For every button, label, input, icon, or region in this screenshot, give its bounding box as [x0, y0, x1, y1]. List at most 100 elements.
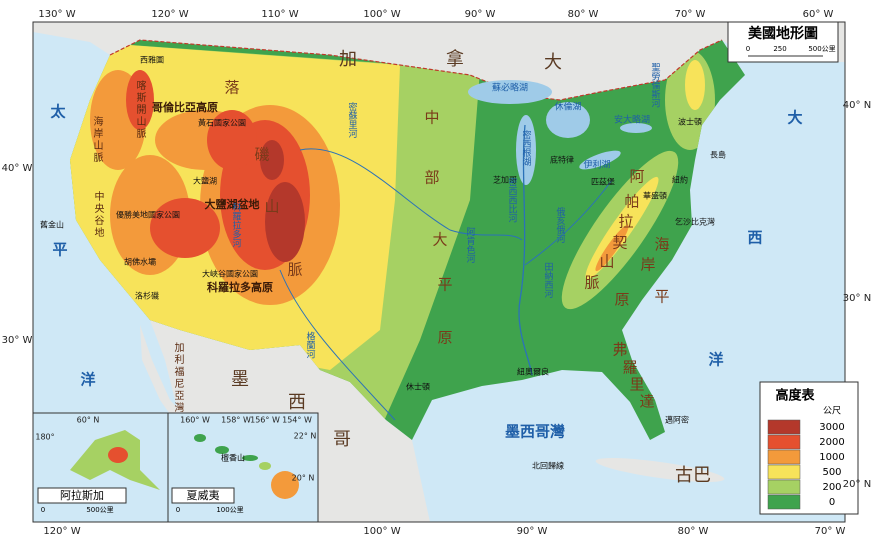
grid-label: 160° W [180, 416, 210, 425]
grid-label: 100° W [363, 526, 400, 537]
lake [516, 115, 536, 185]
terrain-2000 [108, 447, 128, 463]
map-label: 西 [747, 229, 762, 247]
map-label: 拿 [446, 48, 464, 70]
map-label: 乞沙比克灣 [675, 217, 715, 227]
map-label: 北回歸線 [532, 461, 564, 471]
hawaii-inset: 夏威夷 檀香山 160° W 158° W 156° W 154° W 22° … [167, 412, 319, 523]
map-label: 山 [599, 253, 614, 271]
river [299, 148, 523, 241]
grid-label: 100° W [363, 9, 400, 20]
map-label: 科羅拉多河 [231, 201, 242, 247]
map-label: 胡佛水壩 [124, 257, 156, 267]
island [215, 446, 229, 454]
map-label: 大 [787, 109, 802, 127]
place-label: 檀香山 [221, 453, 245, 463]
map-label: 波士頓 [678, 117, 702, 127]
map-label: 安大略湖 [614, 114, 650, 126]
map-label: 阿肯色河 [465, 227, 476, 263]
terrain-3000 [260, 140, 284, 180]
grid-label: 90° W [465, 9, 496, 20]
map-label: 蘇必略湖 [492, 82, 528, 94]
map-label: 科羅拉多高原 [207, 280, 273, 294]
map-label: 契 [612, 234, 627, 252]
grid-label: 40° N [843, 100, 871, 111]
map-label: 脈 [287, 261, 302, 279]
map-label: 古巴 [675, 465, 711, 486]
map-label: 達 [639, 393, 654, 411]
canada [33, 22, 845, 100]
map-label: 華盛頓 [643, 191, 667, 201]
map-label: 加利福尼亞灣 [172, 342, 184, 414]
map-frame [32, 21, 846, 523]
grid-label: 20° N [843, 479, 871, 490]
grid-label: 30° W [2, 335, 33, 346]
map-label: 西 [288, 392, 306, 413]
scale-label: 500公里 [86, 506, 113, 514]
map-label: 墨 [231, 369, 249, 390]
legend-unit: 公尺 [823, 406, 841, 417]
map-label: 哥倫比亞高原 [152, 100, 218, 114]
map-label: 休倫湖 [554, 101, 581, 113]
map-label: 中 [424, 109, 439, 127]
map-label: 平 [654, 288, 669, 306]
terrain-2000 [150, 198, 220, 258]
map-label: 磯 [254, 146, 269, 164]
lake [546, 102, 590, 138]
map-title: 美國地形圖 [748, 25, 818, 42]
map-label: 紐約 [672, 175, 688, 185]
legend-label: 2000 [819, 437, 844, 448]
map-label: 大峽谷國家公園 [202, 269, 258, 279]
map-label: 弗 [612, 341, 627, 359]
lake [468, 80, 552, 104]
map-label: 密西根湖 [521, 129, 532, 167]
terrain-2000 [126, 70, 154, 130]
map-label: 部 [424, 169, 439, 187]
map-label: 平 [52, 241, 67, 259]
map-label: 大 [544, 52, 562, 73]
map-label: 洋 [80, 371, 95, 389]
legend-label: 1000 [819, 452, 844, 463]
map-label: 羅 [622, 359, 637, 377]
scale-label: 0 [41, 506, 45, 514]
inset-label-box [171, 487, 235, 504]
terrain-1000 [595, 224, 629, 272]
legend-label: 500 [822, 467, 841, 478]
grid-label: 70° W [675, 9, 706, 20]
map-label: 原 [437, 329, 452, 347]
grid-label: 70° W [815, 526, 846, 537]
map-label: 伊利湖 [583, 159, 610, 171]
map-label: 大鹽湖盆地 [205, 197, 260, 211]
map-label: 格蘭河 [305, 330, 316, 358]
grid-label: 80° W [568, 9, 599, 20]
map-label: 平 [437, 276, 452, 294]
map-label: 海 [654, 236, 669, 254]
map-label: 阿 [629, 168, 644, 186]
map-label: 聖勞倫斯河 [650, 62, 661, 107]
legend-label: 3000 [819, 422, 844, 433]
map-label: 加 [339, 49, 357, 70]
legend-swatch [767, 464, 801, 480]
grid-label: 110° W [261, 9, 298, 20]
grid-label: 20° N [292, 474, 315, 483]
island [242, 455, 258, 461]
island [259, 462, 271, 470]
map-label: 黃石國家公園 [198, 118, 246, 128]
map-body [33, 22, 845, 522]
river [518, 124, 533, 376]
lake [620, 123, 652, 133]
map-label: 西雅圖 [140, 55, 164, 65]
map-label: 原 [614, 291, 629, 309]
grid-label: 22° N [294, 432, 317, 441]
legend-swatch [767, 419, 801, 435]
map-label: 脈 [584, 274, 599, 292]
scale-label: 0 [746, 45, 750, 53]
grid-label: 154° W [282, 416, 312, 425]
map-label: 洛杉磯 [135, 291, 159, 301]
scale-label: 100公里 [216, 506, 243, 514]
scale-label: 250 [773, 45, 786, 53]
grid-label: 40° W [2, 163, 33, 174]
grid-label: 90° W [517, 526, 548, 537]
grid-label: 158° W [221, 416, 251, 425]
map-label: 拉 [618, 213, 633, 231]
